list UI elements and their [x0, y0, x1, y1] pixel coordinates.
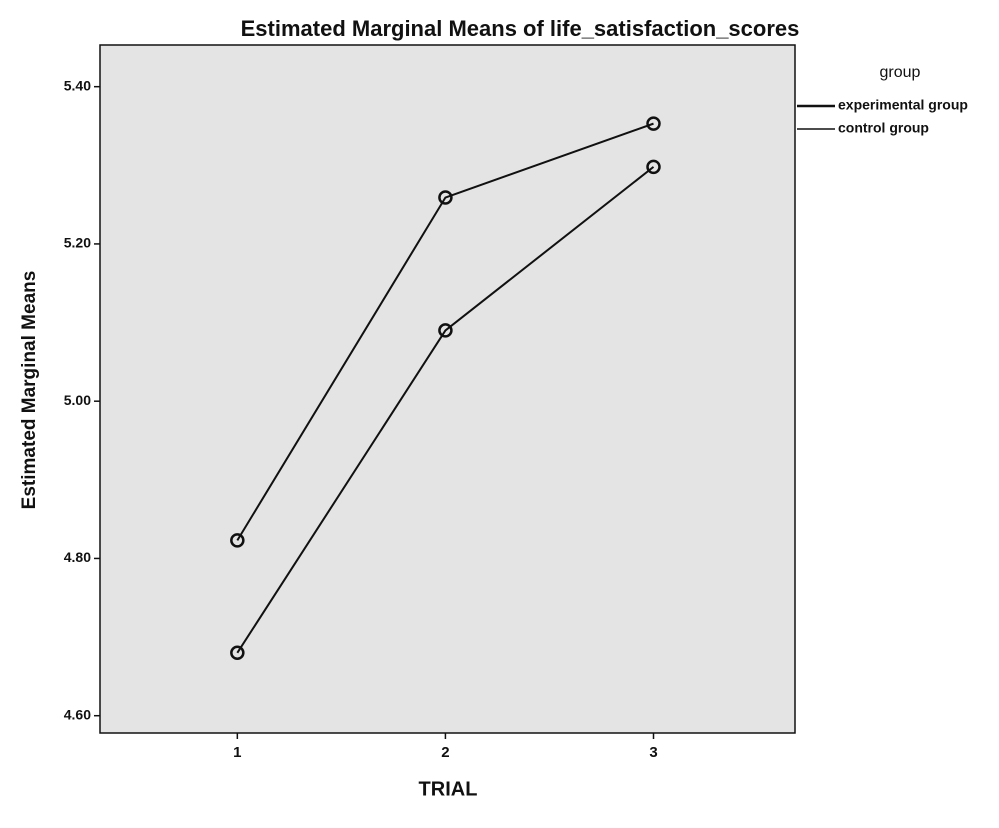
x-axis-label: TRIAL: [419, 778, 478, 800]
legend-label: control group: [838, 120, 929, 136]
series-line: [236, 122, 654, 541]
plot-area: [99, 44, 796, 734]
x-tick-label: 1: [233, 744, 241, 761]
y-tick-label: 5.00: [64, 392, 91, 408]
y-tick-label: 5.40: [64, 77, 91, 93]
marker: [438, 190, 453, 205]
legend-label: experimental group: [838, 97, 968, 113]
marker: [438, 323, 453, 338]
y-tick-label: 5.20: [64, 235, 91, 251]
y-tick-label: 4.80: [64, 549, 91, 565]
marker: [646, 116, 661, 131]
x-tick-label: 3: [649, 744, 657, 761]
marker: [230, 645, 245, 661]
x-tick-label: 2: [441, 744, 449, 761]
legend-title: group: [880, 64, 921, 81]
marker: [230, 533, 245, 548]
y-tick-label: 4.60: [64, 706, 91, 722]
marker: [646, 159, 661, 175]
y-axis-label: Estimated Marginal Means: [19, 271, 40, 510]
series-line: [236, 166, 655, 654]
chart-title: Estimated Marginal Means of life_satisfa…: [241, 16, 800, 41]
